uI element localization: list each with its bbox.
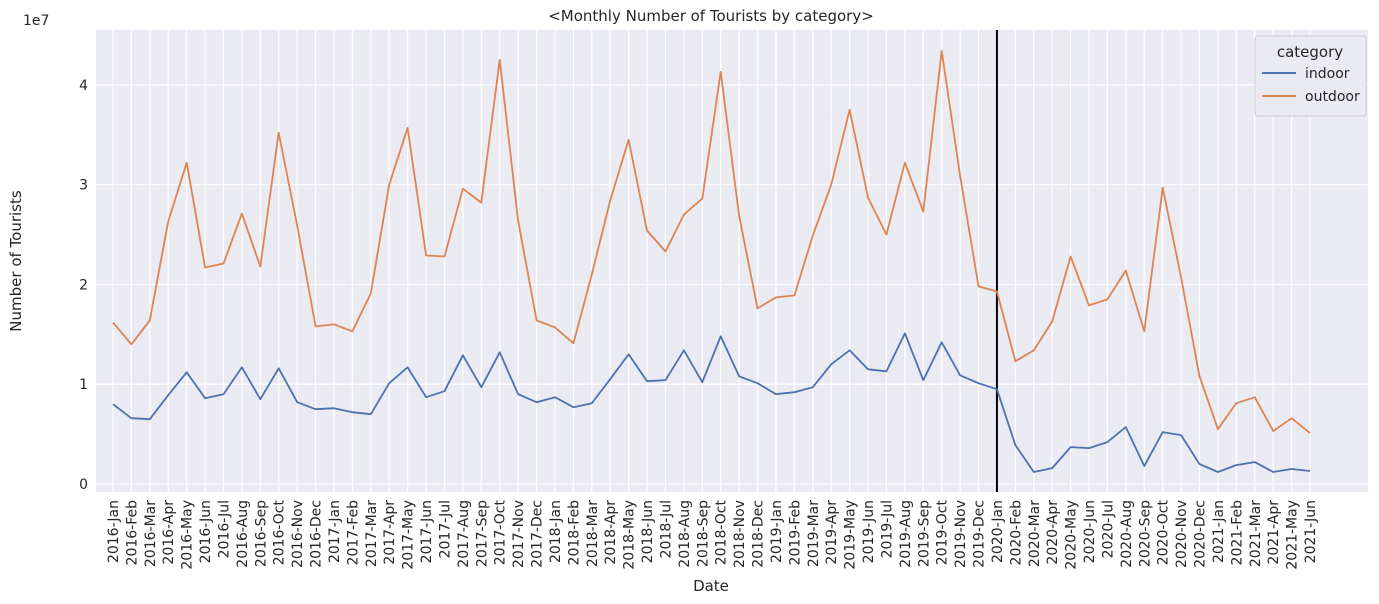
x-tick-label: 2020-Nov	[1174, 500, 1190, 568]
x-tick-label: 2020-Sep	[1137, 500, 1153, 567]
x-tick-label: 2021-Feb	[1229, 500, 1245, 566]
x-axis-ticks: 2016-Jan 2016-Feb 2016-Mar 2016-Apr 2016-May…	[106, 499, 1319, 569]
x-tick-label: 2017-May	[401, 500, 417, 570]
plot-area	[96, 30, 1368, 492]
x-tick-label: 2017-Feb	[345, 500, 361, 566]
chart-title: <Monthly Number of Tourists by category>	[548, 7, 874, 25]
x-tick-label: 2016-Aug	[235, 500, 251, 568]
x-tick-label: 2018-Dec	[751, 500, 767, 568]
legend-title: category	[1277, 43, 1343, 61]
x-tick-label: 2020-Mar	[1027, 500, 1043, 567]
x-tick-label: 2020-Jul	[1100, 500, 1116, 558]
x-tick-label: 2018-Sep	[695, 500, 711, 567]
x-tick-label: 2018-May	[622, 500, 638, 570]
x-tick-label: 2020-Oct	[1156, 499, 1172, 565]
x-tick-label: 2017-Apr	[382, 500, 398, 565]
x-tick-label: 2021-Jun	[1303, 500, 1319, 563]
x-tick-label: 2019-Mar	[806, 500, 822, 567]
x-tick-label: 2020-Feb	[1008, 500, 1024, 566]
x-tick-label: 2020-May	[1064, 500, 1080, 570]
series-line-indoor	[112, 332, 1311, 473]
x-tick-label: 2019-Jan	[769, 500, 785, 563]
x-tick-label: 2017-Sep	[474, 500, 490, 567]
y-offset-label: 1e7	[23, 13, 49, 29]
x-tick-label: 2016-Jan	[106, 500, 122, 563]
y-tick-label: 4	[79, 78, 88, 94]
y-tick-label: 2	[79, 277, 88, 293]
x-tick-label: 2020-Apr	[1045, 500, 1061, 565]
x-axis-label: Date	[693, 577, 729, 595]
grid-lines	[96, 30, 1368, 492]
x-tick-label: 2018-Mar	[585, 500, 601, 567]
x-tick-label: 2019-Sep	[916, 500, 932, 567]
legend-label-outdoor: outdoor	[1305, 89, 1360, 105]
x-tick-label: 2018-Jun	[640, 500, 656, 563]
x-tick-label: 2016-Oct	[272, 499, 288, 565]
series-layer	[112, 50, 1311, 473]
x-tick-label: 2016-Mar	[143, 500, 159, 567]
x-tick-label: 2016-May	[180, 500, 196, 570]
x-tick-label: 2021-Jan	[1211, 500, 1227, 563]
x-tick-label: 2019-Jun	[861, 500, 877, 563]
y-tick-label: 3	[79, 178, 88, 194]
x-tick-label: 2017-Aug	[456, 500, 472, 568]
x-tick-label: 2016-Dec	[309, 500, 325, 568]
x-tick-label: 2021-Apr	[1266, 500, 1282, 565]
x-tick-label: 2021-May	[1285, 500, 1301, 570]
x-tick-label: 2016-Jun	[198, 500, 214, 563]
x-tick-label: 2017-Oct	[493, 499, 509, 565]
x-tick-label: 2018-Feb	[566, 500, 582, 566]
x-tick-label: 2016-Nov	[290, 500, 306, 568]
x-tick-label: 2017-Jan	[327, 500, 343, 563]
x-tick-label: 2016-Sep	[253, 500, 269, 567]
legend: category indoor outdoor	[1254, 35, 1367, 117]
x-tick-label: 2018-Apr	[603, 500, 619, 565]
y-axis-ticks: 0 1 2 3 4	[79, 78, 88, 493]
y-axis-label: Number of Tourists	[7, 190, 25, 332]
x-tick-label: 2020-Dec	[1193, 500, 1209, 568]
x-tick-label: 2016-Jul	[216, 500, 232, 558]
x-tick-label: 2018-Jul	[658, 500, 674, 558]
y-tick-label: 1	[79, 377, 88, 393]
x-tick-label: 2019-Apr	[824, 500, 840, 565]
x-tick-label: 2020-Jan	[990, 500, 1006, 563]
x-tick-label: 2019-Oct	[935, 499, 951, 565]
x-tick-label: 2020-Jun	[1082, 500, 1098, 563]
x-tick-label: 2019-Jul	[879, 500, 895, 558]
x-tick-label: 2019-May	[843, 500, 859, 570]
x-tick-label: 2019-Nov	[953, 500, 969, 568]
x-tick-label: 2017-Mar	[364, 500, 380, 567]
x-tick-label: 2019-Feb	[787, 500, 803, 566]
x-tick-label: 2018-Nov	[732, 500, 748, 568]
x-tick-label: 2018-Oct	[714, 499, 730, 565]
x-tick-label: 2019-Dec	[972, 500, 988, 568]
x-tick-label: 2021-Mar	[1248, 500, 1264, 567]
x-tick-label: 2020-Aug	[1119, 500, 1135, 568]
series-line-outdoor	[112, 50, 1311, 434]
x-tick-label: 2017-Dec	[530, 500, 546, 568]
x-tick-label: 2016-Apr	[161, 500, 177, 565]
x-tick-label: 2016-Feb	[124, 500, 140, 566]
x-tick-label: 2017-Nov	[511, 500, 527, 568]
x-tick-label: 2017-Jun	[419, 500, 435, 563]
x-tick-label: 2018-Aug	[677, 500, 693, 568]
x-tick-label: 2019-Aug	[898, 500, 914, 568]
legend-label-indoor: indoor	[1305, 66, 1350, 82]
y-tick-label: 0	[79, 477, 88, 493]
x-tick-label: 2018-Jan	[548, 500, 564, 563]
x-tick-label: 2017-Jul	[437, 500, 453, 558]
